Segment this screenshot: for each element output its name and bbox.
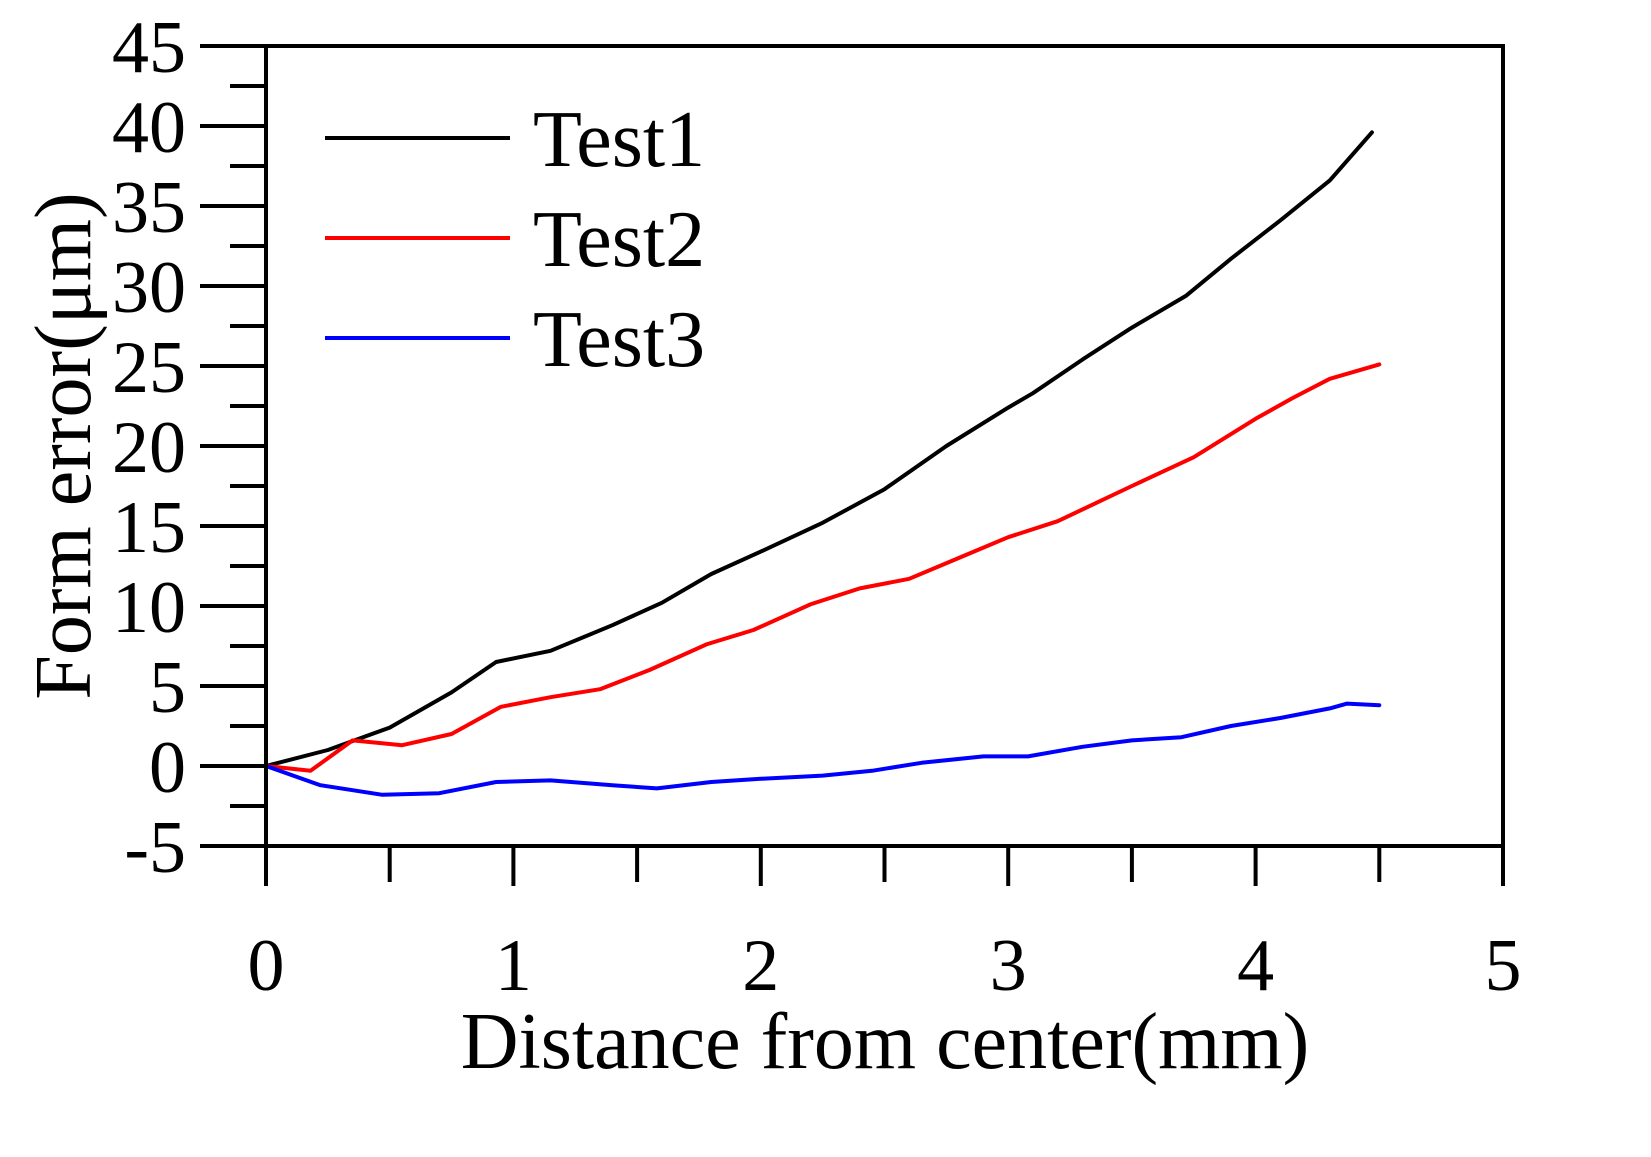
series-line-test3	[264, 701, 1382, 797]
x-tick-label: 0	[248, 925, 285, 1007]
y-tick-label: 35	[112, 167, 186, 249]
series-lines	[264, 130, 1382, 797]
y-tick-label: -5	[124, 807, 186, 889]
y-tick-label: 0	[149, 727, 186, 809]
y-tick-label: 25	[112, 327, 186, 409]
y-tick-label: 10	[112, 567, 186, 649]
plot-frame	[264, 44, 1505, 848]
series-line-test1	[264, 130, 1374, 768]
series-line-test2	[264, 362, 1382, 773]
x-axis-title: Distance from center(mm)	[461, 998, 1310, 1086]
x-tick-label: 5	[1485, 925, 1522, 1007]
x-tick-label: 1	[495, 925, 532, 1007]
legend-label-test2: Test2	[533, 196, 705, 284]
y-tick-label: 15	[112, 487, 186, 569]
legend: Test1 Test2 Test3	[325, 96, 705, 384]
x-tick-label: 4	[1237, 925, 1274, 1007]
plot-border	[264, 44, 1505, 848]
legend-label-test3: Test3	[533, 296, 705, 384]
y-tick-label: 40	[112, 87, 186, 169]
x-tick-label: 2	[742, 925, 779, 1007]
x-axis-ticks: 0 1 2 3 4 5	[248, 846, 1522, 1007]
x-tick-label: 3	[990, 925, 1027, 1007]
y-tick-label: 45	[112, 7, 186, 89]
y-tick-label: 30	[112, 247, 186, 329]
y-axis-title: Form error(μm)	[20, 192, 108, 699]
legend-label-test1: Test1	[533, 96, 705, 184]
y-tick-label: 5	[149, 647, 186, 729]
y-tick-label: 20	[112, 407, 186, 489]
